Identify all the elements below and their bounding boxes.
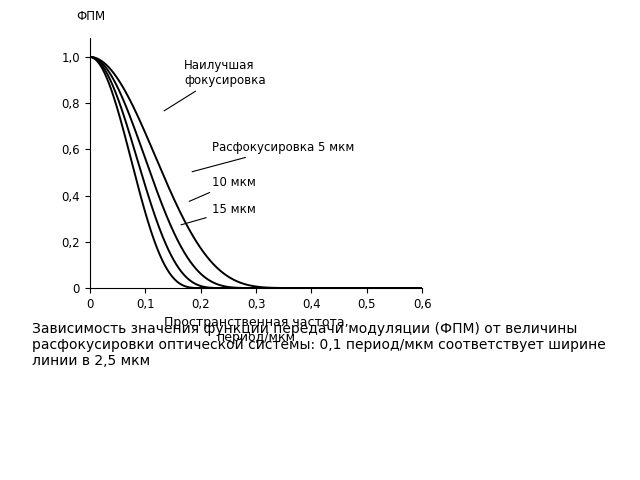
Text: ФПМ: ФПМ [76, 11, 106, 24]
Text: 15 мкм: 15 мкм [181, 204, 255, 225]
Text: 10 мкм: 10 мкм [189, 176, 255, 202]
Text: Зависимость значения функции передачи модуляции (ФПМ) от величины
расфокусировки: Зависимость значения функции передачи мо… [32, 322, 605, 368]
Text: Расфокусировка 5 мкм: Расфокусировка 5 мкм [192, 141, 354, 172]
Text: Наилучшая
фокусировка: Наилучшая фокусировка [164, 59, 266, 111]
X-axis label: Пространственная частота,
период/мкм: Пространственная частота, период/мкм [164, 316, 348, 344]
